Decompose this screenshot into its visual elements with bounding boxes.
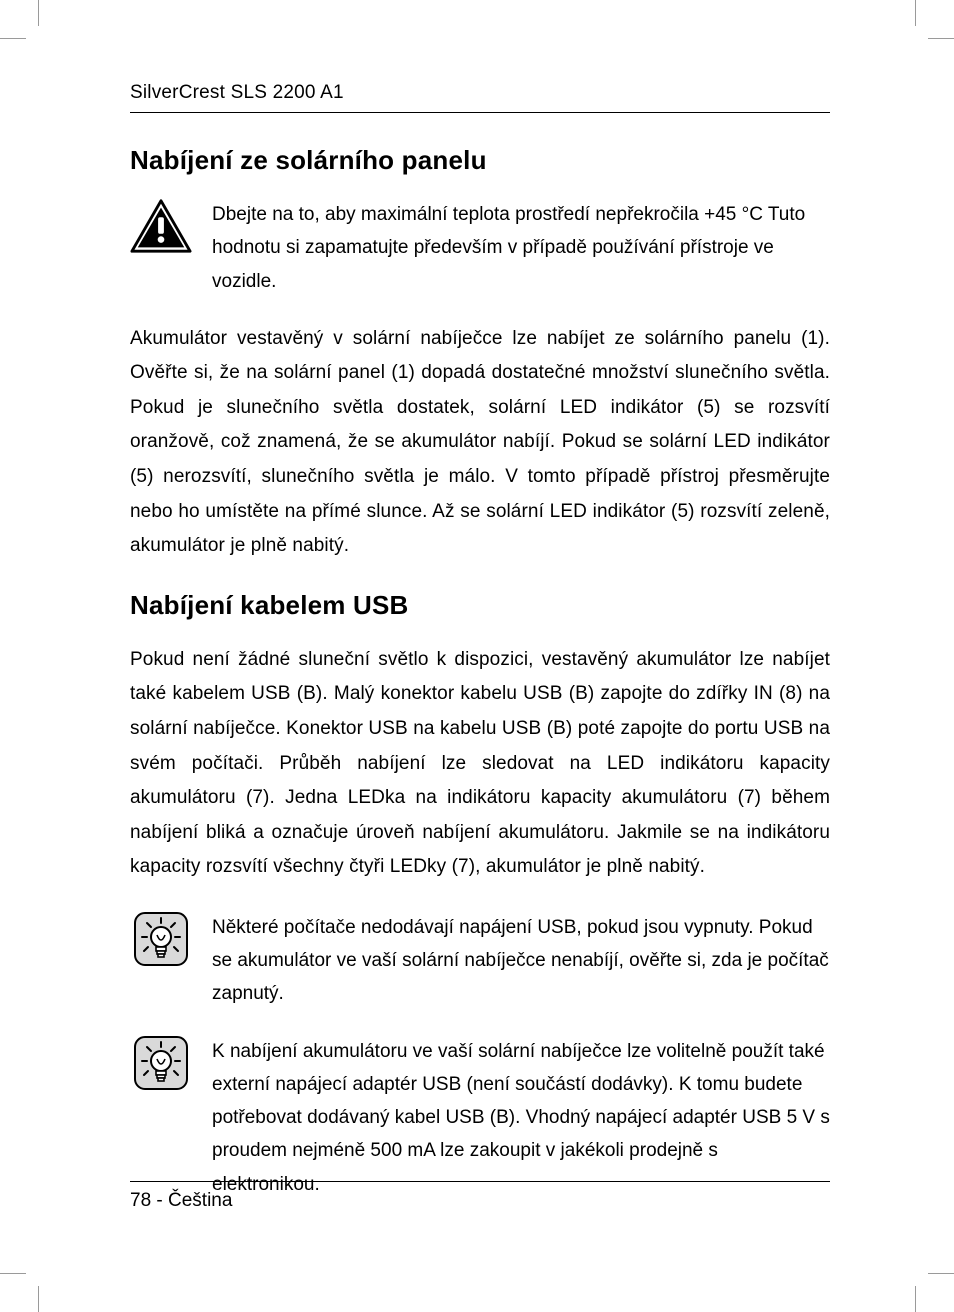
running-header: SilverCrest SLS 2200 A1: [130, 82, 830, 113]
crop-mark: [0, 1273, 26, 1274]
tip-text-1: Některé počítače nedodávají napájení USB…: [212, 911, 830, 1011]
tip-callout-2: K nabíjení akumulátoru ve vaší solární n…: [130, 1035, 830, 1201]
lightbulb-icon: [130, 911, 192, 967]
crop-mark: [38, 1286, 39, 1312]
crop-mark: [915, 1286, 916, 1312]
tip-text-2: K nabíjení akumulátoru ve vaší solární n…: [212, 1035, 830, 1201]
page-content: SilverCrest SLS 2200 A1 Nabíjení ze solá…: [130, 82, 830, 1225]
page-number-label: 78 - Čeština: [130, 1190, 232, 1211]
crop-mark: [928, 38, 954, 39]
usb-body-text: Pokud není žádné sluneční světlo k dispo…: [130, 643, 830, 885]
warning-callout: Dbejte na to, aby maximální teplota pros…: [130, 198, 830, 298]
solar-body-text: Akumulátor vestavěný v solární nabíječce…: [130, 322, 830, 564]
tip-callout-1: Některé počítače nedodávají napájení USB…: [130, 911, 830, 1011]
crop-mark: [38, 0, 39, 26]
page-footer: 78 - Čeština: [130, 1181, 830, 1212]
crop-mark: [0, 38, 26, 39]
crop-mark: [915, 0, 916, 26]
lightbulb-icon: [130, 1035, 192, 1091]
crop-mark: [928, 1273, 954, 1274]
heading-usb-charging: Nabíjení kabelem USB: [130, 590, 830, 621]
warning-icon: [130, 198, 192, 254]
warning-text: Dbejte na to, aby maximální teplota pros…: [212, 198, 830, 298]
heading-solar-charging: Nabíjení ze solárního panelu: [130, 145, 830, 176]
